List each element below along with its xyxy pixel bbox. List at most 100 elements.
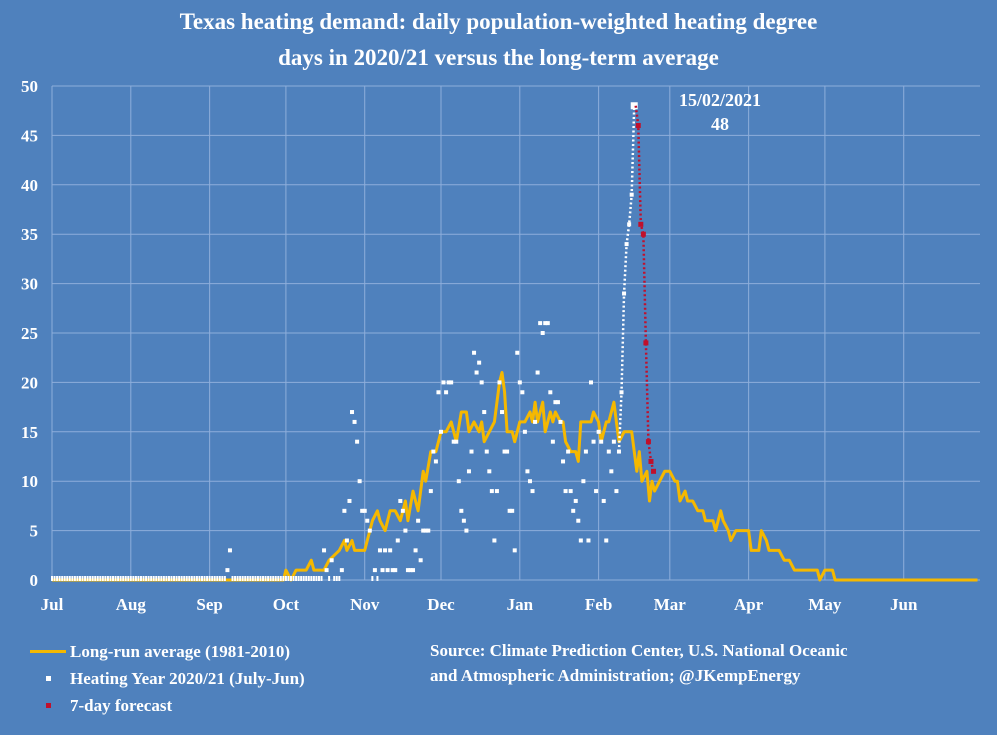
heating-year-point bbox=[259, 576, 262, 581]
heating-year-point bbox=[307, 576, 310, 581]
peak-annotation-date: 15/02/2021 bbox=[678, 90, 761, 110]
heating-year-point bbox=[449, 380, 454, 385]
heating-year-point bbox=[246, 576, 249, 581]
legend-label-average: Long-run average (1981-2010) bbox=[70, 642, 291, 661]
heating-year-point bbox=[292, 576, 295, 581]
heating-year-point bbox=[494, 489, 499, 494]
heating-year-point bbox=[380, 568, 385, 573]
heating-year-point bbox=[589, 380, 594, 385]
heating-year-point bbox=[533, 419, 538, 424]
heating-year-point bbox=[576, 518, 581, 523]
heating-year-point bbox=[371, 576, 374, 581]
heating-year-point bbox=[84, 576, 87, 581]
heating-year-point bbox=[206, 576, 209, 581]
heating-year-point bbox=[101, 576, 104, 581]
heating-year-point bbox=[614, 489, 619, 494]
heating-year-point bbox=[117, 576, 120, 581]
heating-year-point bbox=[63, 576, 66, 581]
heating-year-point bbox=[561, 459, 566, 464]
heating-year-point bbox=[507, 508, 512, 513]
heating-year-point bbox=[322, 548, 327, 553]
heating-year-point bbox=[484, 449, 489, 454]
heating-year-point bbox=[395, 538, 400, 543]
forecast-point bbox=[651, 468, 657, 474]
heating-year-point bbox=[225, 568, 230, 573]
forecast-point bbox=[643, 340, 649, 346]
heating-year-point bbox=[601, 498, 606, 503]
heating-year-point bbox=[492, 538, 497, 543]
heating-year-point bbox=[167, 576, 170, 581]
heating-year-point bbox=[619, 390, 624, 395]
forecast-point bbox=[640, 231, 646, 237]
heating-year-point bbox=[355, 439, 360, 444]
heating-year-point bbox=[78, 576, 81, 581]
heating-year-point bbox=[324, 568, 329, 573]
heating-year-point bbox=[310, 576, 313, 581]
heating-year-point bbox=[540, 331, 545, 335]
heating-year-point bbox=[383, 548, 388, 553]
heating-year-point bbox=[68, 576, 71, 581]
heating-year-point bbox=[277, 576, 280, 581]
heating-year-point bbox=[535, 370, 540, 375]
heating-year-point bbox=[86, 576, 89, 581]
x-tick-label: Mar bbox=[654, 595, 687, 614]
heating-year-point bbox=[413, 548, 418, 553]
heating-year-point bbox=[221, 576, 224, 581]
heating-year-point bbox=[109, 576, 112, 581]
forecast-point bbox=[648, 458, 654, 464]
heating-year-point bbox=[287, 576, 290, 581]
heating-year-point bbox=[555, 400, 560, 405]
heating-year-point bbox=[66, 576, 69, 581]
heating-year-point bbox=[134, 576, 137, 581]
source-line-1: Source: Climate Prediction Center, U.S. … bbox=[430, 641, 848, 660]
heating-year-point bbox=[416, 518, 421, 523]
heating-year-point bbox=[56, 576, 59, 581]
heating-year-point bbox=[466, 469, 471, 474]
legend-white-marker-swatch bbox=[46, 676, 51, 681]
heating-year-point bbox=[594, 489, 599, 494]
heating-year-point bbox=[629, 192, 634, 197]
heating-year-point bbox=[586, 538, 591, 543]
heating-year-point bbox=[152, 576, 155, 581]
heating-year-point bbox=[91, 576, 94, 581]
heating-year-point bbox=[372, 568, 377, 573]
heating-year-point bbox=[112, 576, 115, 581]
heating-year-point bbox=[553, 400, 558, 405]
heating-year-point bbox=[244, 576, 247, 581]
heating-year-point bbox=[558, 419, 563, 424]
heating-year-point bbox=[352, 419, 357, 424]
heating-year-point bbox=[328, 576, 331, 581]
heating-year-point bbox=[239, 576, 242, 581]
heating-year-point bbox=[522, 429, 527, 434]
heating-year-point bbox=[405, 568, 410, 573]
heating-year-point bbox=[127, 576, 130, 581]
legend-label-forecast: 7-day forecast bbox=[70, 696, 173, 715]
heating-year-point bbox=[317, 576, 320, 581]
heating-year-point bbox=[497, 380, 502, 385]
heating-year-point bbox=[295, 576, 298, 581]
heating-year-point bbox=[264, 576, 267, 581]
heating-year-point bbox=[71, 576, 74, 581]
heating-year-point bbox=[129, 576, 132, 581]
heating-year-point bbox=[474, 370, 479, 375]
heating-year-point bbox=[418, 558, 423, 563]
heating-year-point bbox=[390, 568, 395, 573]
heating-year-point bbox=[122, 576, 125, 581]
heating-year-point bbox=[150, 576, 153, 581]
heating-year-point bbox=[289, 576, 292, 581]
heating-year-point bbox=[538, 321, 543, 326]
heating-year-point bbox=[477, 360, 482, 365]
heating-year-point bbox=[185, 576, 188, 581]
heating-year-point bbox=[218, 576, 221, 581]
heating-year-dotted-line bbox=[617, 105, 636, 452]
heating-year-point bbox=[525, 469, 530, 474]
heating-year-point bbox=[180, 576, 183, 581]
heating-year-point bbox=[624, 242, 629, 247]
heating-year-point bbox=[203, 576, 206, 581]
heating-year-point bbox=[520, 390, 525, 395]
heating-year-point bbox=[195, 576, 198, 581]
heating-year-point bbox=[500, 410, 505, 415]
heating-year-point bbox=[360, 508, 365, 513]
heating-year-point bbox=[583, 449, 588, 454]
heating-year-point bbox=[58, 576, 61, 581]
